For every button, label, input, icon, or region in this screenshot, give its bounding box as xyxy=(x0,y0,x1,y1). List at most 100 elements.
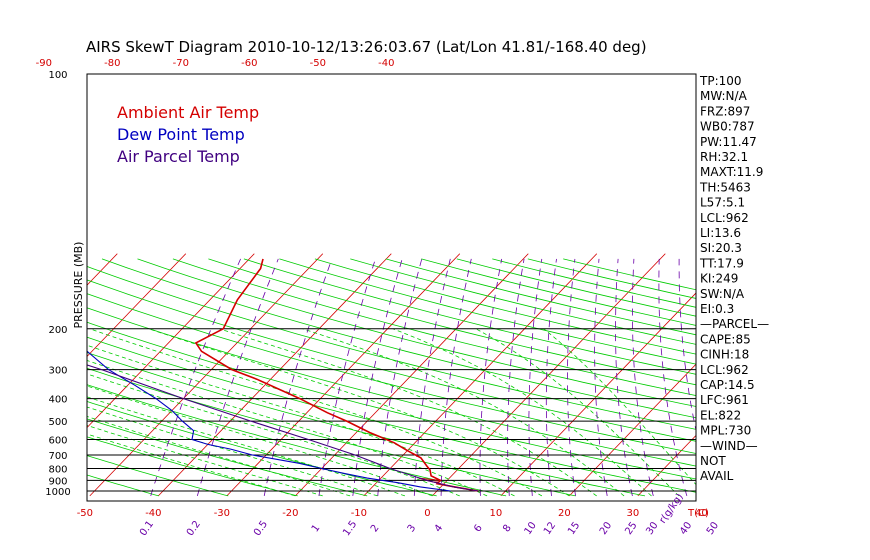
plot-area xyxy=(0,253,870,497)
pressure-tick-label: 100 xyxy=(48,70,67,81)
bottom-temp-tick-label: -40 xyxy=(145,508,161,519)
mixing-ratio-line xyxy=(352,258,403,496)
moist-adiabat-line xyxy=(87,344,515,497)
mixing-ratio-tick-label: 2 xyxy=(369,523,382,535)
index-value: PW:11.47 xyxy=(700,135,757,149)
moist-adiabat-line xyxy=(148,328,570,497)
mixing-ratio-tick-label: 40 xyxy=(678,520,694,537)
isotherm-line xyxy=(0,254,49,496)
dry-adiabat-line xyxy=(87,418,368,497)
pressure-tick-label: 400 xyxy=(48,395,67,406)
dry-adiabat-line xyxy=(87,321,696,480)
isotherm-line xyxy=(87,253,255,429)
index-value: —PARCEL— xyxy=(700,317,769,331)
mixing-ratio-line xyxy=(413,258,451,496)
mixing-ratio-tick-label: 1.5 xyxy=(341,519,359,538)
index-value: NOT xyxy=(700,454,726,468)
chart-title: AIRS SkewT Diagram 2010-10-12/13:26:03.6… xyxy=(86,38,647,56)
isotherm-line xyxy=(87,253,187,357)
moist-adiabat-line xyxy=(392,328,652,497)
dry-adiabat-line xyxy=(87,307,696,467)
pressure-tick-label: 300 xyxy=(48,366,67,377)
mixing-ratio-tick-label: 4 xyxy=(433,523,446,535)
mixing-ratio-line xyxy=(440,258,472,496)
mixing-ratio-tick-label: 50 xyxy=(705,520,721,537)
mixing-ratio-axis: 0.1 0.2 0.5 1 1.5 2 3 4 6 8 10 12 15 20 25 30 40 50 xyxy=(138,519,721,538)
dry-adiabat-line xyxy=(87,455,229,497)
temperature-unit-label: T(C) xyxy=(687,508,709,519)
dry-adiabat-line xyxy=(492,258,696,308)
mixing-ratio-line xyxy=(567,258,576,496)
top-temp-tick-label: -80 xyxy=(104,58,120,69)
isotherm-line xyxy=(363,253,598,497)
mixing-ratio-unit-label: r(g/kg) xyxy=(657,492,685,526)
top-temp-tick-label: -90 xyxy=(36,58,52,69)
mixing-ratio-tick-label: 12 xyxy=(542,520,558,537)
mixing-ratio-line xyxy=(678,258,696,433)
dry-adiabat-line xyxy=(243,258,696,375)
top-temp-tick-label: -50 xyxy=(310,58,326,69)
dry-adiabat-line xyxy=(87,436,298,497)
index-value: EL:822 xyxy=(700,408,741,422)
mixing-ratio-tick-label: 10 xyxy=(523,520,539,537)
bottom-temp-tick-label: -50 xyxy=(77,508,93,519)
top-temperature-axis: -120-110-100-90-80-70-60-50-40 xyxy=(36,58,395,69)
pressure-tick-label: 1000 xyxy=(45,487,70,498)
index-value: KI:249 xyxy=(700,272,738,286)
top-temp-tick-label: -40 xyxy=(378,58,394,69)
isotherm-line xyxy=(569,363,696,497)
isotherm-line xyxy=(500,292,696,497)
index-value: CINH:18 xyxy=(700,348,749,362)
mixing-ratio-tick-label: 15 xyxy=(566,520,582,537)
bottom-temp-tick-label: 40 xyxy=(695,508,708,519)
dry-adiabat-line xyxy=(172,258,696,396)
series-line-ambient-air-temp xyxy=(194,258,479,492)
dry-adiabat-line xyxy=(87,266,696,430)
top-temp-tick-label: -60 xyxy=(241,58,257,69)
mixing-ratio-tick-label: 25 xyxy=(623,520,639,537)
profile-series xyxy=(87,258,479,492)
mixing-ratio-tick-label: 3 xyxy=(406,523,419,535)
bottom-temp-tick-label: 30 xyxy=(627,508,640,519)
bottom-temp-tick-label: 20 xyxy=(558,508,571,519)
index-value: TP:100 xyxy=(699,74,742,88)
mixing-ratio-tick-label: 1 xyxy=(310,523,323,535)
dry-adiabat-line xyxy=(87,336,696,493)
index-value: TH:5463 xyxy=(699,180,751,194)
index-value: WB0:787 xyxy=(700,120,755,134)
pressure-tick-label: 200 xyxy=(48,325,67,336)
dry-adiabat-line xyxy=(87,293,696,454)
isotherm-line xyxy=(637,434,696,497)
index-value: CAPE:85 xyxy=(700,332,751,346)
moist-adiabat-line xyxy=(87,406,378,497)
top-temp-tick-label: -70 xyxy=(173,58,189,69)
legend-entry: Air Parcel Temp xyxy=(117,147,240,166)
moist-adiabat-line xyxy=(302,328,625,497)
legend: Ambient Air Temp Dew Point Temp Air Parcel… xyxy=(117,103,259,166)
mixing-ratio-tick-label: 0.1 xyxy=(138,519,156,538)
bottom-temp-tick-label: 0 xyxy=(424,508,430,519)
dry-adiabat-line xyxy=(87,279,696,442)
mixing-ratio-line xyxy=(658,258,688,497)
mixing-ratio-line xyxy=(594,258,608,496)
y-axis-label: PRESSURE (MB) xyxy=(72,242,85,329)
mixing-ratio-tick-label: 8 xyxy=(501,523,514,535)
legend-entry: Ambient Air Temp xyxy=(117,103,259,122)
dry-adiabat-line xyxy=(87,474,159,497)
isobar-lines xyxy=(87,328,696,492)
pressure-tick-label: 800 xyxy=(48,465,67,476)
mixing-ratio-tick-label: 20 xyxy=(598,520,614,537)
isotherm-line xyxy=(775,254,870,496)
moist-adiabat-line xyxy=(87,385,433,497)
mixing-ratio-line xyxy=(615,258,633,496)
dry-adiabat-line xyxy=(385,258,696,336)
bottom-temp-tick-label: -20 xyxy=(282,508,298,519)
bottom-temperature-axis: -50 -40 -30 -20 -10 0 10 20 30 40 xyxy=(77,508,708,519)
series-line-air-parcel-temp xyxy=(87,364,479,492)
series-line-dew-point-temp xyxy=(87,350,451,492)
pressure-tick-label: 700 xyxy=(48,451,67,462)
dry-adiabat-line xyxy=(87,352,646,497)
index-value: L57:5.1 xyxy=(700,196,745,210)
